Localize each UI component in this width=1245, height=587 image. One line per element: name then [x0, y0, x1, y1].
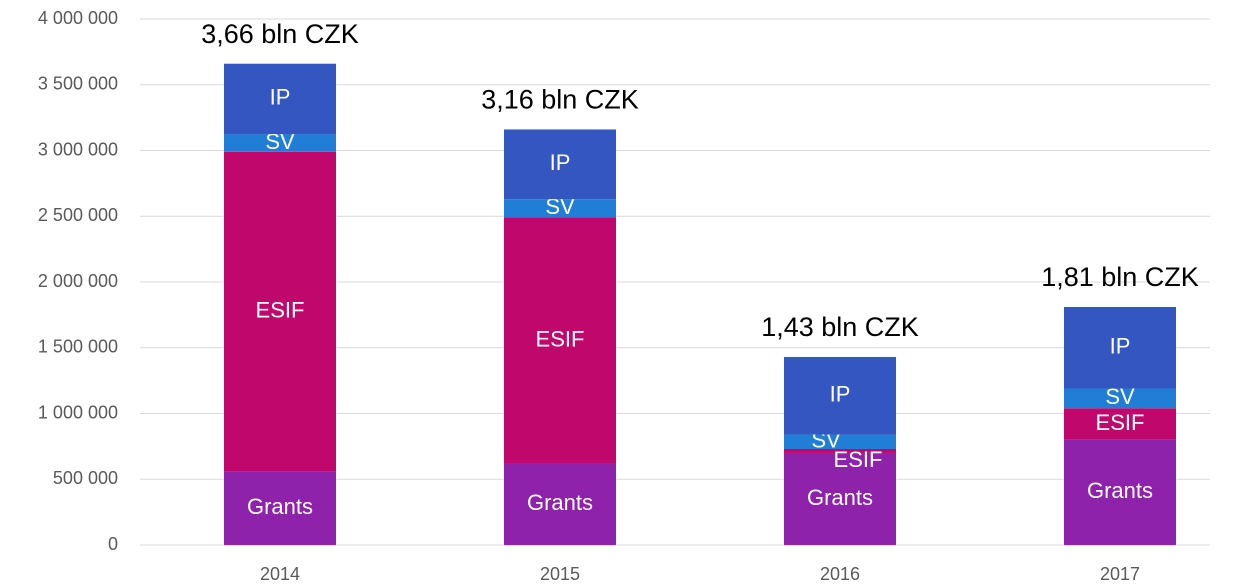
- total-annotation: 3,16 bln CZK: [481, 85, 639, 115]
- total-annotation: 1,81 bln CZK: [1041, 262, 1199, 292]
- segment-label: IP: [550, 150, 571, 175]
- segment-label: IP: [830, 382, 851, 407]
- bar-segment: [224, 471, 336, 545]
- y-tick-label: 500 000: [53, 468, 118, 488]
- segment-label: ESIF: [834, 447, 883, 472]
- segment-label: Grants: [247, 494, 313, 519]
- segment-label: Grants: [1087, 478, 1153, 503]
- y-tick-label: 3 000 000: [38, 139, 118, 159]
- y-tick-label: 2 000 000: [38, 271, 118, 291]
- x-tick-label: 2015: [540, 564, 580, 584]
- segment-label: ESIF: [1096, 410, 1145, 435]
- segment-label: ESIF: [256, 297, 305, 322]
- bar-segment: [504, 463, 616, 545]
- x-tick-label: 2016: [820, 564, 860, 584]
- y-tick-label: 0: [108, 534, 118, 554]
- bar-segment: [504, 217, 616, 464]
- bar-segment: [504, 129, 616, 200]
- bar-segment: [784, 449, 896, 453]
- segment-label: ESIF: [536, 326, 585, 351]
- bar-segment: [784, 356, 896, 435]
- y-tick-label: 2 500 000: [38, 205, 118, 225]
- y-tick-label: 1 500 000: [38, 337, 118, 357]
- bar-segment: [504, 199, 616, 218]
- segment-label: IP: [1110, 334, 1131, 359]
- bar-segment: [224, 134, 336, 152]
- y-tick-label: 1 000 000: [38, 402, 118, 422]
- bar-segment: [1064, 408, 1176, 440]
- segment-label: Grants: [807, 485, 873, 510]
- bar-segment: [1064, 388, 1176, 409]
- segment-label: Grants: [527, 490, 593, 515]
- x-tick-label: 2017: [1100, 564, 1140, 584]
- y-tick-label: 3 500 000: [38, 74, 118, 94]
- bar-segment: [784, 434, 896, 450]
- total-annotation: 1,43 bln CZK: [761, 312, 919, 342]
- bar-segment: [784, 452, 896, 545]
- x-tick-label: 2014: [260, 564, 300, 584]
- bar-segment: [1064, 439, 1176, 545]
- bar-segment: [224, 151, 336, 472]
- y-tick-label: 4 000 000: [38, 8, 118, 28]
- total-annotation: 3,66 bln CZK: [201, 19, 359, 49]
- bar-segment: [1064, 306, 1176, 389]
- segment-label: IP: [270, 85, 291, 110]
- bar-segment: [224, 63, 336, 135]
